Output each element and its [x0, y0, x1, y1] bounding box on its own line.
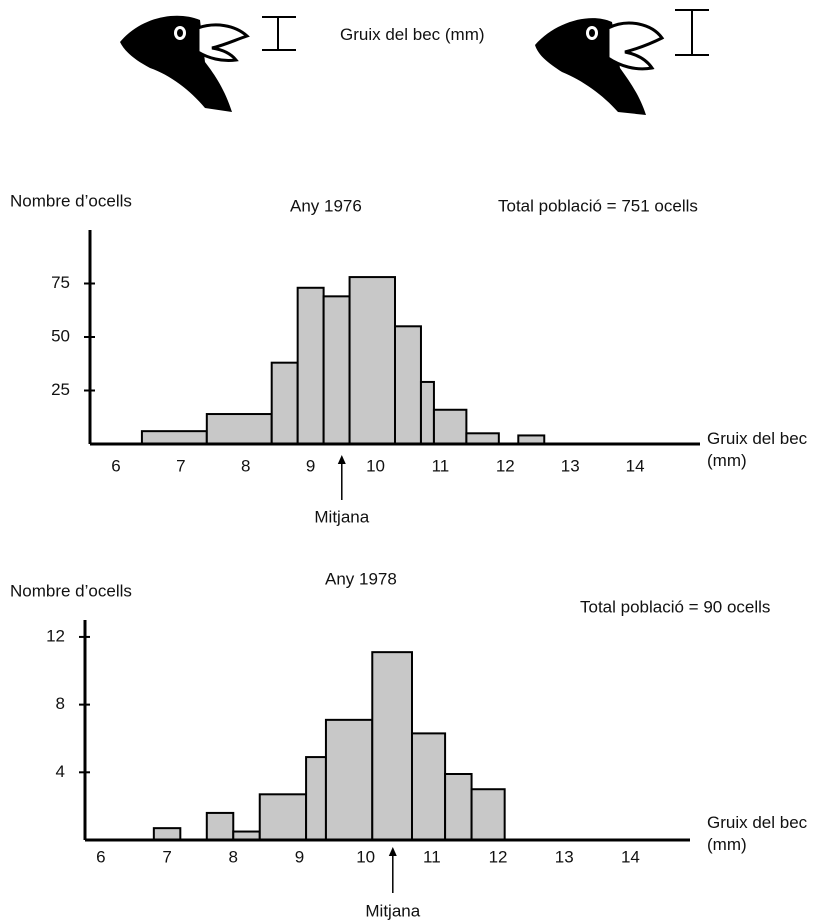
caption: Gruix del bec (mm) — [340, 25, 485, 44]
x-tick-label: 10 — [366, 456, 385, 475]
y-axis-label: Nombre d’ocells — [10, 191, 132, 210]
x-tick-label: 14 — [626, 456, 645, 475]
x-tick-label: 13 — [555, 847, 574, 866]
bar — [324, 718, 374, 841]
bar — [444, 773, 473, 841]
chart-title: Any 1976 — [290, 196, 362, 215]
x-tick-label: 9 — [295, 847, 304, 866]
bar — [205, 811, 235, 842]
x-axis-label: Gruix del bec (mm) — [707, 429, 808, 470]
mean-label: Mitjana — [314, 507, 369, 526]
population-note: Total població = 751 ocells — [498, 196, 698, 215]
y-tick-label: 4 — [56, 762, 65, 781]
x-tick-label: 12 — [489, 847, 508, 866]
x-tick-label: 7 — [162, 847, 171, 866]
x-tick-label: 11 — [423, 847, 441, 866]
x-tick-label: 9 — [306, 456, 315, 475]
bar — [410, 732, 447, 842]
bar — [470, 788, 506, 842]
x-tick-label: 8 — [241, 456, 250, 475]
y-tick-label: 50 — [51, 326, 70, 345]
y-tick-label: 12 — [46, 626, 65, 645]
chart-title: Any 1978 — [325, 569, 397, 588]
bar — [205, 413, 273, 446]
bar — [371, 651, 413, 842]
bar — [152, 827, 182, 842]
bar — [465, 432, 500, 445]
x-tick-label: 6 — [96, 847, 105, 866]
x-tick-label: 7 — [176, 456, 185, 475]
x-tick-label: 14 — [621, 847, 640, 866]
bar — [419, 380, 435, 446]
bar — [348, 276, 396, 445]
bar — [394, 325, 422, 445]
bar — [270, 361, 299, 445]
bar — [258, 793, 308, 841]
y-tick-label: 8 — [56, 694, 65, 713]
x-tick-label: 12 — [496, 456, 515, 475]
bar — [296, 286, 325, 445]
x-axis-label: Gruix del bec (mm) — [707, 813, 808, 854]
y-tick-label: 25 — [51, 380, 70, 399]
bird-left — [120, 15, 296, 112]
y-axis-label: Nombre d’ocells — [10, 581, 132, 600]
x-tick-label: 6 — [111, 456, 120, 475]
x-tick-label: 10 — [356, 847, 375, 866]
mean-arrowhead — [388, 847, 397, 856]
bar — [305, 756, 327, 841]
bar — [432, 408, 468, 446]
x-tick-label: 13 — [561, 456, 580, 475]
mean-label: Mitjana — [365, 901, 420, 920]
bar — [322, 295, 351, 445]
mean-arrowhead — [337, 455, 346, 464]
population-note: Total població = 90 ocells — [580, 597, 770, 616]
x-tick-label: 8 — [229, 847, 238, 866]
y-tick-label: 75 — [51, 273, 70, 292]
bar — [140, 430, 208, 446]
bird-right — [535, 9, 709, 115]
x-tick-label: 11 — [432, 456, 450, 475]
